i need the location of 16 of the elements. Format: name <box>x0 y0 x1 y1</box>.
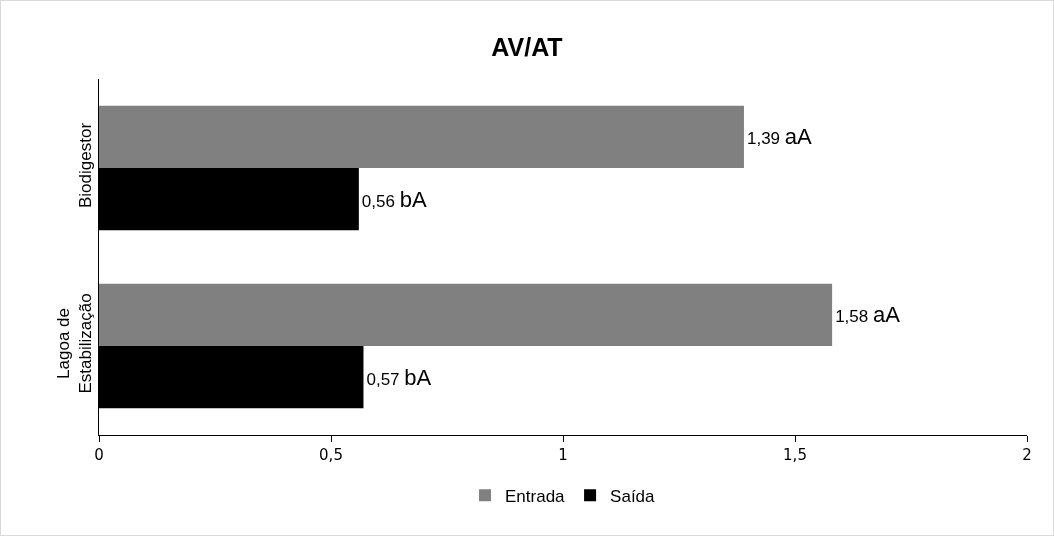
x-tick-label: 0,5 <box>319 446 343 464</box>
data-label: 0,56 bA <box>361 186 427 212</box>
data-label: 0,57 bA <box>366 364 432 390</box>
data-label: 1,39 aA <box>746 124 813 150</box>
legend-label: Saída <box>610 486 656 506</box>
x-tick-label: 2 <box>1022 446 1032 464</box>
data-label: 1,58 aA <box>835 302 901 328</box>
y-tick-label: Lagoa de Estabilização <box>54 293 96 394</box>
x-tick-label: 1,5 <box>783 446 807 464</box>
bar <box>99 105 744 168</box>
chart-title: AV/AT <box>491 32 563 61</box>
y-tick-label: Biodigestor <box>76 122 96 208</box>
legend-label: Entrada <box>505 486 566 506</box>
x-tick-label: 1 <box>558 446 568 464</box>
bar <box>99 283 833 346</box>
x-tick-label: 0 <box>94 446 104 464</box>
